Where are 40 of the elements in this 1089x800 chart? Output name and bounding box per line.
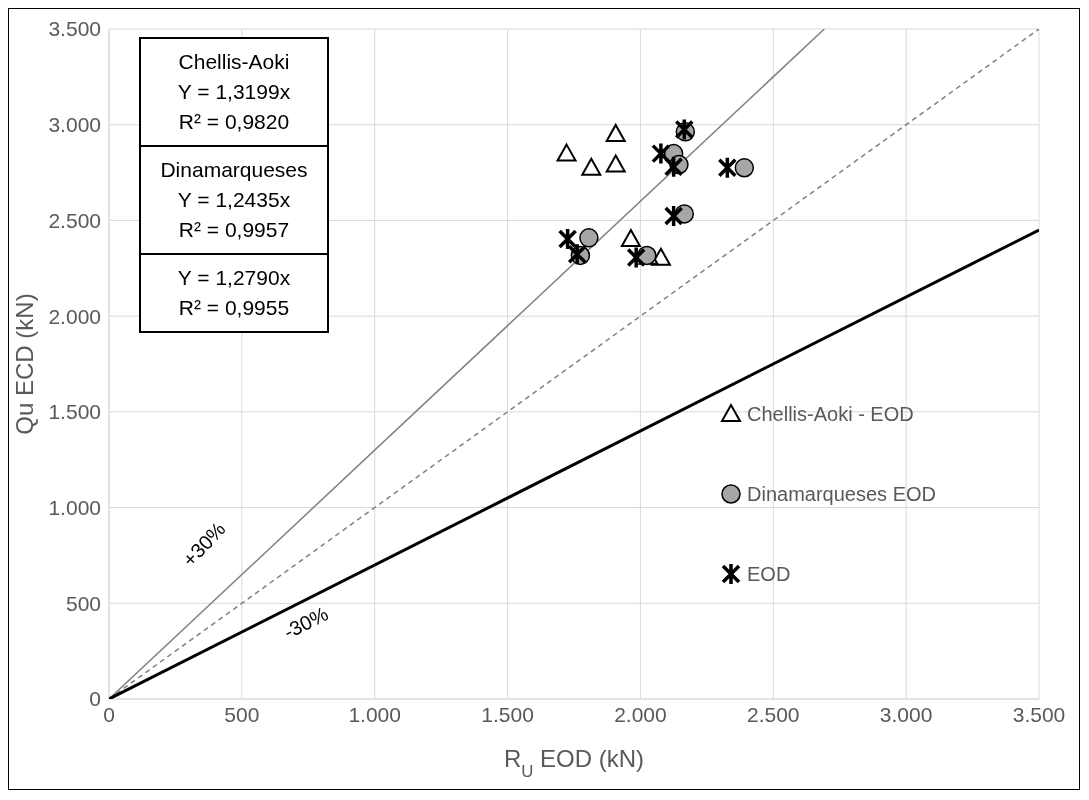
point	[626, 245, 646, 270]
annotation: -30%	[280, 602, 332, 644]
y-tick-label: 0	[89, 687, 101, 711]
y-tick-label: 3.000	[48, 113, 101, 137]
point	[651, 141, 671, 166]
point	[620, 229, 641, 247]
y-tick-label: 2.000	[48, 304, 101, 328]
text-box: Dinamarqueses Y = 1,2435x R² = 0,9957	[139, 145, 329, 255]
point	[674, 117, 695, 142]
x-tick-label: 1.000	[348, 702, 401, 726]
x-tick-label: 1.500	[481, 702, 534, 726]
point	[605, 123, 626, 142]
point	[579, 228, 599, 248]
x-axis-title: R$_{U}$ EOD (kN)	[503, 745, 645, 781]
point	[734, 158, 755, 178]
x-tick-label: 3.500	[1012, 702, 1066, 726]
annotation: Chellis-Aoki Y = 1,3199x R² = 0,9820	[176, 49, 292, 135]
y-tick-label: 500	[65, 591, 101, 615]
y-tick-label: 3.500	[48, 17, 101, 41]
y-axis-title: Qu ECD (kN)	[11, 293, 38, 435]
point	[663, 204, 684, 228]
legend-label: Dinamarqueses EOD	[747, 482, 936, 506]
point	[556, 143, 577, 162]
x-tick-label: 500	[224, 702, 260, 726]
text-box: Chellis-Aoki Y = 1,3199x R² = 0,9820	[139, 37, 329, 147]
point	[717, 156, 738, 180]
y-tick-label: 1.000	[48, 496, 101, 520]
x-tick-label: 2.500	[747, 702, 800, 726]
point	[663, 155, 684, 179]
y-tick-label: 2.500	[48, 208, 101, 232]
point	[605, 154, 626, 173]
text-box: Y = 1,2790x R² = 0,9955	[139, 253, 329, 333]
annotation: Dinamarqueses Y = 1,2435x R² = 0,9957	[159, 157, 309, 243]
x-tick-label: 2.000	[614, 702, 667, 726]
legend-label: Chellis-Aoki - EOD	[747, 402, 914, 426]
point	[581, 157, 602, 176]
x-tick-label: 3.000	[879, 702, 933, 726]
y-tick-label: 1.500	[48, 400, 101, 424]
legend-label: EOD	[747, 562, 791, 586]
annotation: Y = 1,2790x R² = 0,9955	[176, 265, 292, 321]
